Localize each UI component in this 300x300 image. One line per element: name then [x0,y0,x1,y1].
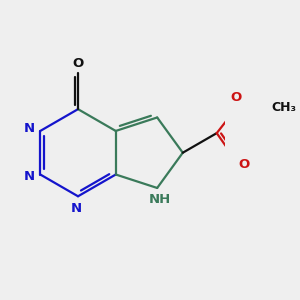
Text: O: O [238,158,250,172]
Text: NH: NH [149,194,171,206]
Text: N: N [24,122,35,135]
Text: N: N [24,170,35,183]
Text: O: O [72,57,84,70]
Text: O: O [230,91,242,104]
Text: CH₃: CH₃ [272,100,297,113]
Text: N: N [70,202,81,215]
